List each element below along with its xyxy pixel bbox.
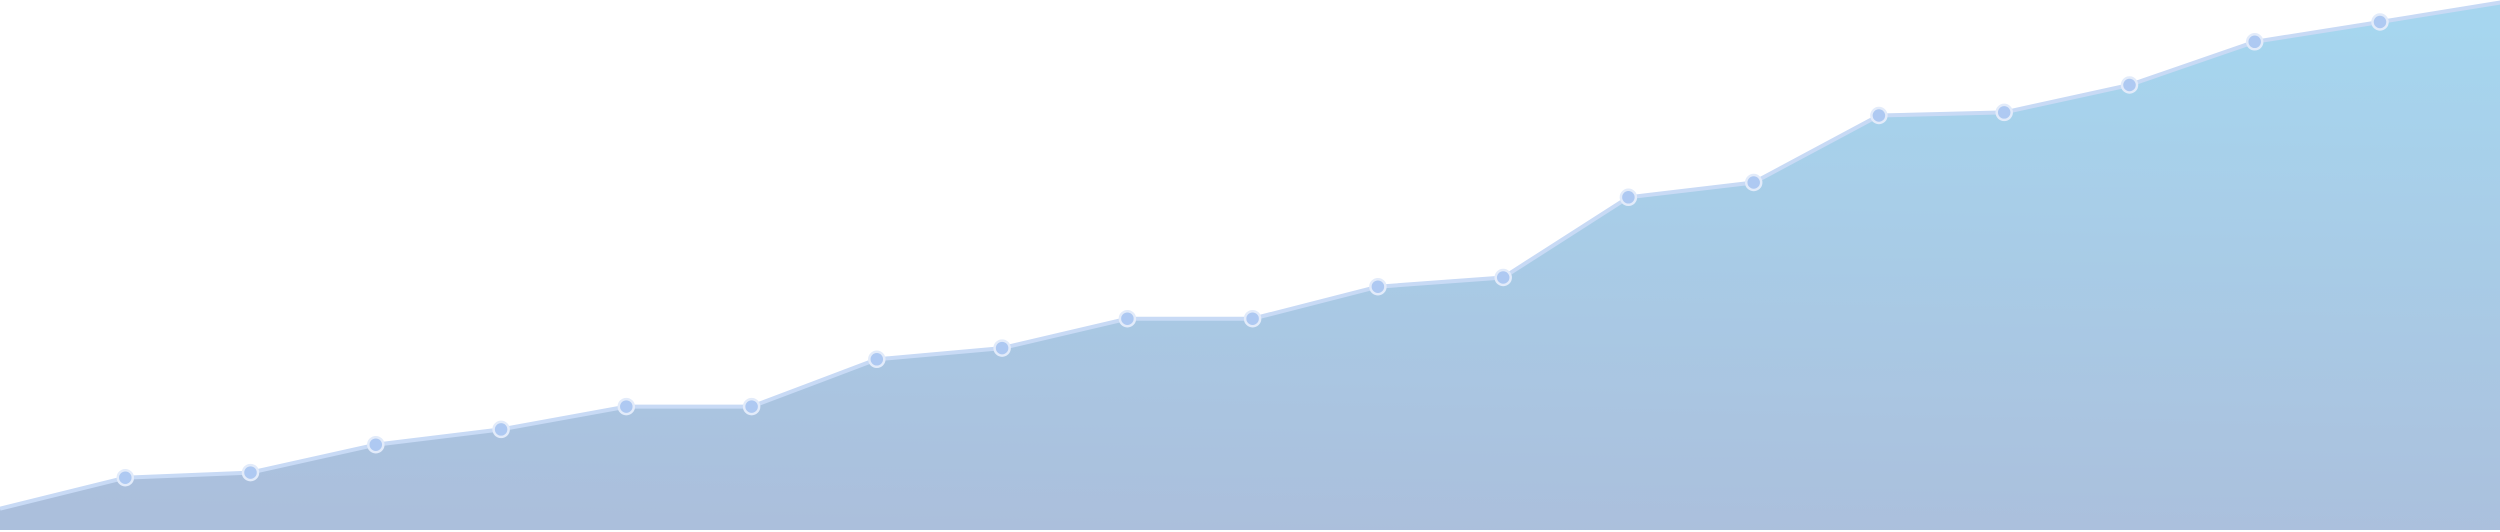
data-point <box>868 350 886 369</box>
data-point <box>1870 106 1888 125</box>
data-point <box>367 435 385 454</box>
data-point <box>241 463 260 482</box>
data-point <box>492 420 510 439</box>
data-point <box>1118 309 1137 328</box>
data-point <box>2371 13 2389 31</box>
data-point <box>2245 33 2264 51</box>
data-point <box>1494 268 1512 287</box>
data-point <box>116 468 135 487</box>
data-point <box>1243 309 1262 328</box>
data-point <box>1744 173 1763 192</box>
data-point <box>2120 76 2139 94</box>
data-point <box>617 397 636 416</box>
data-points <box>116 13 2389 487</box>
data-point <box>742 397 761 416</box>
data-point <box>1369 277 1387 296</box>
data-point <box>1995 103 2013 122</box>
data-point <box>1619 188 1638 207</box>
data-point <box>993 339 1011 357</box>
series-line <box>0 0 2500 511</box>
